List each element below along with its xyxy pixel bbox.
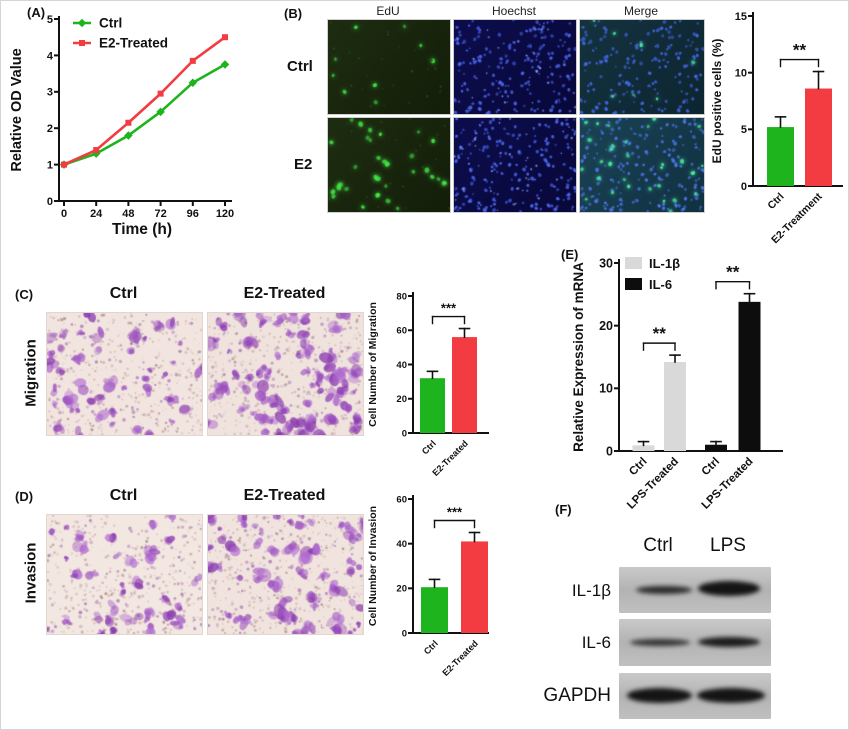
svg-text:***: *** [447, 505, 463, 520]
svg-text:0: 0 [402, 628, 407, 639]
svg-text:Ctrl: Ctrl [627, 456, 649, 478]
edu-bar-chart: 0 5 10 15 EdU positive cells (%) Ctrl E2-Treat… [710, 6, 846, 246]
svg-text:20: 20 [599, 319, 613, 333]
svg-text:120: 120 [216, 208, 234, 220]
hoechst-ctrl-image [453, 19, 577, 115]
blot-band [696, 688, 765, 703]
invasion-ctrl-title: Ctrl [109, 487, 138, 504]
svg-text:20: 20 [396, 394, 407, 405]
blot-band [698, 581, 761, 596]
blot-band [698, 637, 761, 647]
svg-text:IL-1β: IL-1β [649, 256, 680, 271]
gapdh-blot-label: GAPDH [543, 685, 611, 706]
invasion-row-label: Invasion [22, 542, 40, 604]
il1b-blot-label: IL-1β [571, 581, 611, 600]
svg-text:***: *** [441, 301, 457, 316]
svg-text:E2-Treated: E2-Treated [99, 36, 168, 51]
svg-text:IL-6: IL-6 [649, 277, 672, 292]
svg-text:Cell Number of Invasion: Cell Number of Invasion [367, 506, 379, 626]
svg-text:4: 4 [47, 50, 54, 62]
invasion-e2-title: E2-Treated [243, 487, 326, 504]
svg-text:Relative OD Value: Relative OD Value [9, 48, 25, 171]
merge-column-header: Merge [623, 4, 658, 18]
svg-text:60: 60 [396, 326, 407, 337]
svg-text:5: 5 [47, 14, 53, 26]
panel-a-label: (A) [27, 5, 46, 20]
blot-lps-lane-label: LPS [710, 535, 746, 556]
migration-bar-chart: 0 20 40 60 80 Cell Number of Migration Ctrl E2-… [367, 289, 492, 479]
svg-text:48: 48 [122, 208, 134, 220]
svg-text:60: 60 [396, 494, 407, 505]
panel-e-label: (E) [561, 247, 579, 262]
invasion-bar-chart: 0 20 40 60 Cell Number of Invasion Ctrl E2-Tre… [367, 491, 492, 691]
svg-text:20: 20 [396, 584, 407, 595]
svg-text:Ctrl: Ctrl [422, 638, 440, 656]
il1b-blot-strip [619, 567, 771, 613]
svg-text:0: 0 [402, 428, 407, 439]
proliferation-line-chart: 0 1 2 3 4 5 0 24 48 72 96 120 Time (h) Relative OD Va… [7, 9, 239, 239]
svg-text:40: 40 [396, 360, 407, 371]
svg-text:72: 72 [154, 208, 166, 220]
migration-e2-image [207, 312, 364, 436]
svg-text:0: 0 [606, 444, 613, 458]
hoechst-e2-image [453, 117, 577, 213]
edu-ctrl-image [327, 19, 451, 115]
blot-band [629, 639, 691, 646]
svg-text:Time (h): Time (h) [112, 221, 172, 238]
edu-e2-image [327, 117, 451, 213]
svg-text:**: ** [793, 41, 807, 60]
svg-text:Relative Expression of mRNA: Relative Expression of mRNA [571, 262, 586, 452]
svg-text:1: 1 [47, 159, 53, 171]
migration-row-label: Migration [22, 339, 40, 407]
edu-column-header: EdU [376, 4, 400, 18]
svg-text:E2-Treated: E2-Treated [440, 638, 480, 678]
hoechst-column-header: Hoechst [491, 4, 537, 18]
il6-blot-label: IL-6 [581, 633, 611, 652]
svg-text:**: ** [726, 263, 740, 282]
svg-text:0: 0 [741, 181, 747, 193]
svg-text:Ctrl: Ctrl [765, 191, 786, 212]
svg-text:Ctrl: Ctrl [700, 456, 722, 478]
migration-e2-title: E2-Treated [243, 285, 326, 302]
blot-ctrl-lane-label: Ctrl [643, 535, 673, 556]
invasion-e2-image [207, 514, 364, 635]
svg-text:5: 5 [741, 124, 747, 136]
merge-ctrl-image [579, 19, 705, 115]
panel-d-label: (D) [15, 489, 34, 504]
svg-text:40: 40 [396, 539, 407, 550]
svg-text:0: 0 [61, 208, 67, 220]
panel-f-label: (F) [555, 502, 572, 517]
svg-text:10: 10 [735, 68, 747, 80]
e2-row-label: E2 [294, 156, 313, 173]
migration-ctrl-title: Ctrl [109, 285, 138, 302]
svg-text:EdU positive cells (%): EdU positive cells (%) [710, 39, 724, 164]
svg-text:3: 3 [47, 87, 53, 99]
mrna-bar-chart: 0 10 20 30 Relative Expression of mRNA Ctrl LP… [571, 251, 788, 512]
ctrl-row-label: Ctrl [287, 58, 313, 75]
panel-c-label: (C) [15, 287, 34, 302]
blot-band [626, 688, 692, 703]
svg-text:10: 10 [599, 382, 613, 396]
blot-band [635, 586, 692, 594]
merge-e2-image [579, 117, 705, 213]
svg-text:24: 24 [90, 208, 103, 220]
svg-text:Ctrl: Ctrl [420, 438, 438, 456]
il6-blot-strip [619, 619, 771, 666]
svg-text:30: 30 [599, 256, 613, 270]
svg-text:0: 0 [47, 196, 53, 208]
gapdh-blot-strip [619, 673, 771, 719]
svg-text:15: 15 [735, 11, 747, 23]
svg-text:**: ** [653, 324, 667, 343]
panel-b-label: (B) [284, 6, 303, 21]
invasion-ctrl-image [46, 514, 203, 635]
svg-text:80: 80 [396, 291, 407, 302]
migration-ctrl-image [46, 312, 203, 436]
svg-text:Cell Number of Migration: Cell Number of Migration [367, 302, 379, 427]
svg-text:96: 96 [187, 208, 199, 220]
svg-text:Ctrl: Ctrl [99, 16, 122, 31]
svg-text:2: 2 [47, 123, 53, 135]
